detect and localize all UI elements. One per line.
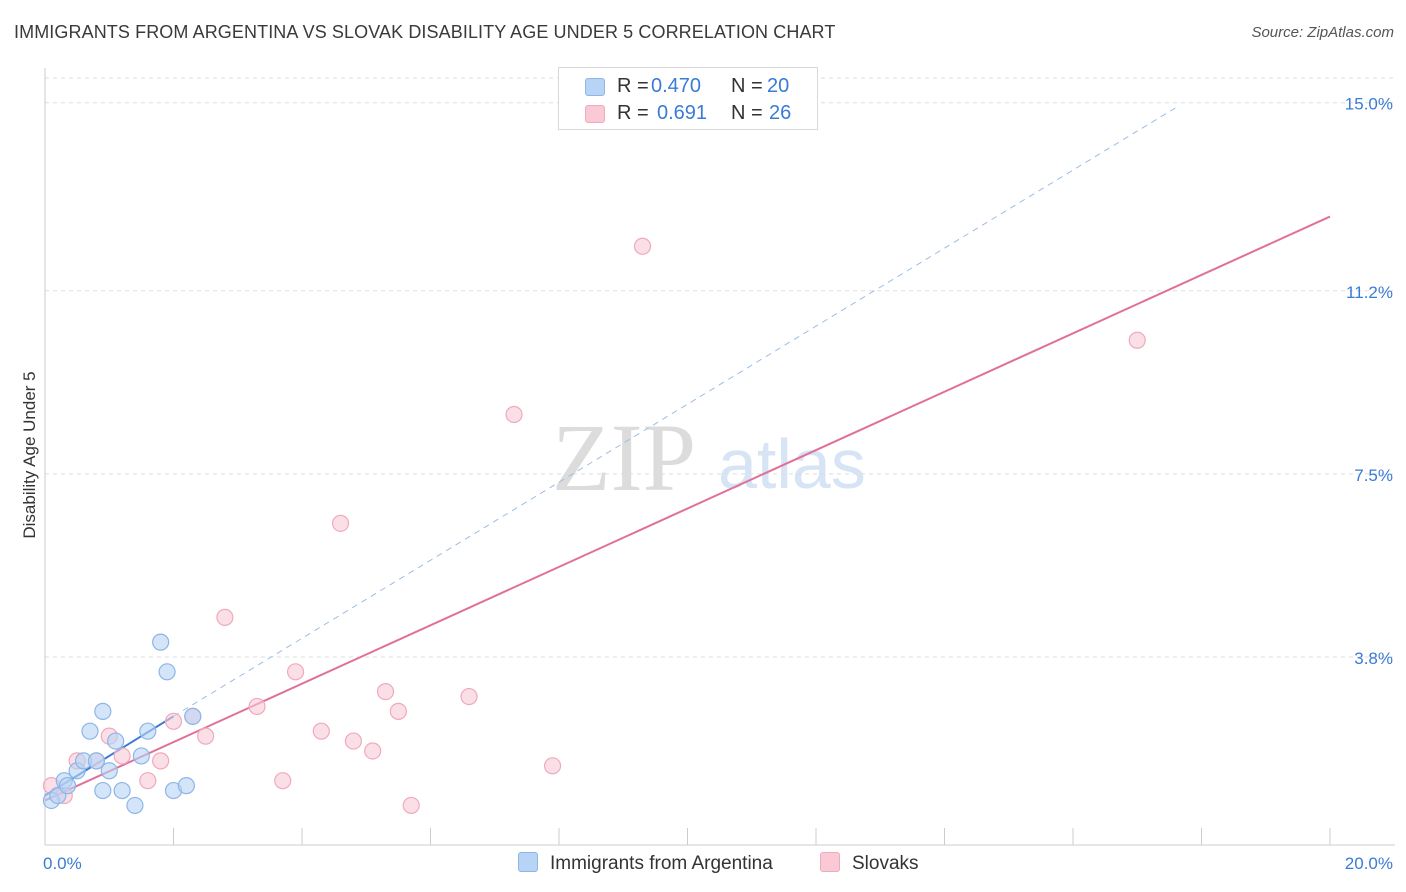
r-value: 0.470: [651, 75, 702, 97]
argentina-point: [94, 781, 112, 800]
argentina-point: [132, 747, 150, 765]
argentina-point: [100, 762, 118, 780]
r-value: 0.691: [657, 102, 708, 124]
chart-title: IMMIGRANTS FROM ARGENTINA VS SLOVAK DISA…: [14, 22, 836, 42]
source-credit: Source: ZipAtlas.com: [1251, 24, 1394, 41]
y-tick-label: 15.0%: [1345, 95, 1393, 114]
x-tick-label: 20.0%: [1345, 854, 1393, 873]
slovaks-point: [164, 712, 183, 730]
legend-item-slovaks: Slovaks: [820, 852, 919, 875]
slovaks-point: [1128, 331, 1146, 349]
slovaks-trend-line: [44, 215, 1331, 802]
argentina-point: [87, 752, 106, 770]
data-points: [42, 237, 1146, 815]
argentina-trend-extension: [173, 107, 1177, 717]
stats-legend: R = 0.470 N = 20 R = 0.691 N = 26: [558, 67, 818, 130]
r-label: R =: [617, 102, 649, 124]
watermark-zip: ZIP: [552, 404, 696, 511]
slovaks-point: [364, 742, 382, 760]
argentina-point: [113, 781, 131, 800]
slovaks-point: [344, 732, 362, 750]
slovaks-point: [460, 687, 478, 706]
argentina-point: [126, 796, 144, 815]
slovaks-point: [139, 772, 157, 790]
n-value: 26: [769, 102, 792, 124]
n-label: N =: [731, 102, 763, 124]
slovaks-point: [152, 752, 170, 770]
argentina-point: [94, 702, 112, 720]
argentina-point: [152, 633, 170, 651]
n-value: 20: [767, 75, 790, 97]
slovaks-point: [274, 772, 292, 790]
argentina-swatch: [585, 78, 605, 96]
legend-label-argentina: Immigrants from Argentina: [550, 853, 773, 874]
argentina-point: [81, 722, 99, 740]
x-tick-label: 0.0%: [43, 854, 82, 873]
legend-item-argentina: Immigrants from Argentina: [518, 852, 773, 875]
argentina-point: [158, 663, 176, 681]
slovaks-point: [248, 697, 266, 716]
argentina-point: [184, 707, 202, 725]
y-tick-label: 7.5%: [1354, 466, 1393, 485]
slovaks-point: [376, 682, 395, 701]
slovaks-point: [633, 237, 652, 255]
y-tick-label: 3.8%: [1354, 649, 1393, 668]
slovaks-point: [197, 727, 215, 745]
y-tick-label: 11.2%: [1346, 283, 1393, 302]
slovaks-point: [331, 514, 350, 532]
slovaks-legend-swatch: [820, 852, 840, 872]
slovaks-point: [312, 722, 330, 740]
argentina-point: [139, 722, 157, 740]
gridlines: [45, 77, 1395, 658]
slovaks-point: [113, 747, 131, 765]
tick-labels: 3.8% 7.5% 11.2% 15.0% 0.0% 20.0%: [43, 95, 1393, 873]
n-label: N =: [731, 75, 763, 97]
argentina-point: [58, 777, 77, 795]
r-label: R =: [617, 75, 649, 97]
slovaks-point: [389, 702, 407, 720]
argentina-point: [107, 732, 125, 750]
argentina-legend-swatch: [518, 852, 538, 872]
argentina-point: [177, 777, 195, 795]
legend-label-slovaks: Slovaks: [852, 853, 919, 874]
slovaks-point: [402, 796, 420, 815]
slovaks-point: [543, 757, 562, 775]
slovaks-point: [216, 608, 234, 626]
slovaks-point: [286, 663, 305, 681]
slovaks-swatch: [585, 105, 605, 123]
slovaks-point: [505, 405, 523, 424]
axes: [44, 68, 1395, 846]
